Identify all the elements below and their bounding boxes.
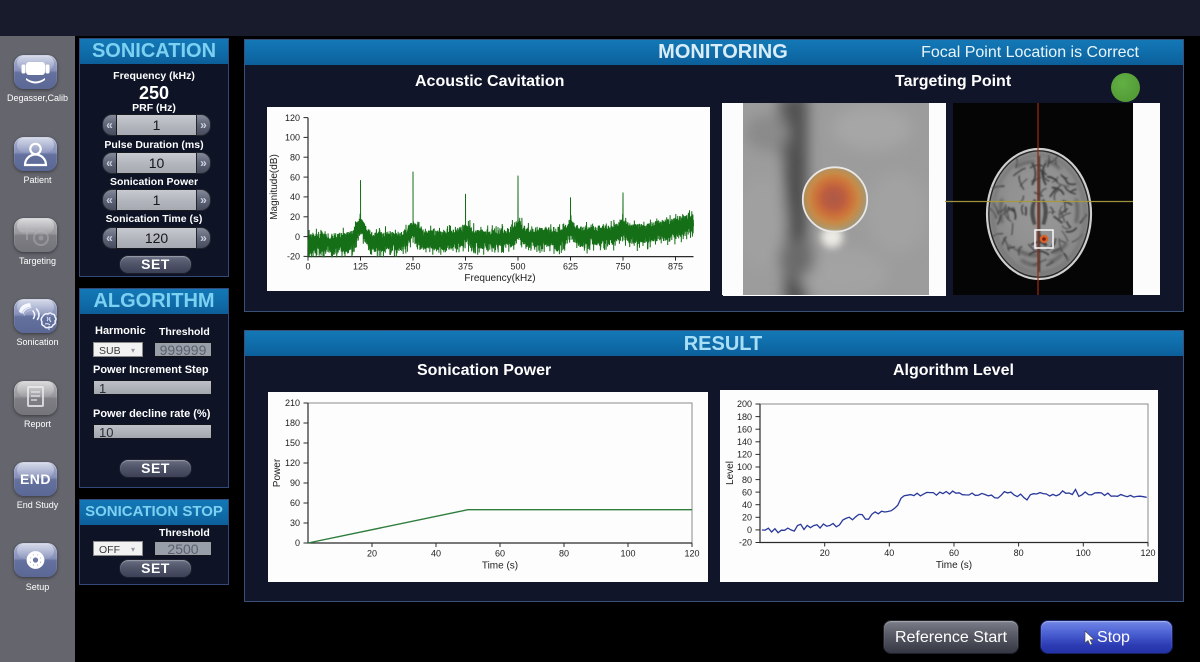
- svg-text:40: 40: [742, 500, 752, 510]
- svg-text:30: 30: [290, 518, 300, 528]
- svg-text:40: 40: [884, 548, 894, 558]
- svg-text:120: 120: [285, 458, 300, 468]
- svg-text:250: 250: [405, 262, 420, 272]
- svg-text:Time (s): Time (s): [936, 560, 972, 571]
- svg-text:200: 200: [737, 399, 752, 409]
- svg-text:90: 90: [290, 478, 300, 488]
- svg-text:160: 160: [737, 424, 752, 434]
- svg-text:0: 0: [305, 262, 310, 272]
- svg-text:Power: Power: [272, 458, 283, 487]
- svg-text:120: 120: [1140, 548, 1155, 558]
- svg-text:20: 20: [290, 212, 300, 222]
- svg-text:40: 40: [290, 192, 300, 202]
- svg-text:140: 140: [737, 437, 752, 447]
- svg-text:0: 0: [295, 538, 300, 548]
- svg-text:750: 750: [615, 262, 630, 272]
- svg-text:60: 60: [495, 549, 505, 559]
- svg-text:180: 180: [285, 418, 300, 428]
- svg-text:20: 20: [742, 513, 752, 523]
- svg-text:100: 100: [620, 549, 635, 559]
- svg-text:Magnitude(dB): Magnitude(dB): [269, 154, 280, 220]
- svg-text:100: 100: [1076, 548, 1091, 558]
- svg-text:60: 60: [290, 172, 300, 182]
- svg-text:210: 210: [285, 398, 300, 408]
- svg-text:80: 80: [290, 152, 300, 162]
- svg-text:60: 60: [290, 498, 300, 508]
- svg-text:20: 20: [367, 549, 377, 559]
- svg-text:100: 100: [737, 462, 752, 472]
- svg-text:Time (s): Time (s): [482, 561, 518, 572]
- svg-text:Level: Level: [725, 461, 736, 485]
- svg-text:Frequency(kHz): Frequency(kHz): [464, 273, 535, 284]
- svg-text:0: 0: [295, 232, 300, 242]
- svg-text:150: 150: [285, 438, 300, 448]
- svg-text:375: 375: [458, 262, 473, 272]
- svg-text:-20: -20: [739, 538, 752, 548]
- svg-text:60: 60: [949, 548, 959, 558]
- svg-text:20: 20: [820, 548, 830, 558]
- svg-text:500: 500: [510, 262, 525, 272]
- svg-text:40: 40: [431, 549, 441, 559]
- svg-text:120: 120: [684, 549, 699, 559]
- svg-text:120: 120: [737, 450, 752, 460]
- svg-text:875: 875: [668, 262, 683, 272]
- svg-text:80: 80: [559, 549, 569, 559]
- svg-text:80: 80: [1014, 548, 1024, 558]
- svg-text:120: 120: [285, 113, 300, 123]
- svg-text:125: 125: [353, 262, 368, 272]
- svg-text:60: 60: [742, 487, 752, 497]
- svg-text:0: 0: [747, 525, 752, 535]
- svg-text:625: 625: [563, 262, 578, 272]
- svg-text:80: 80: [742, 475, 752, 485]
- svg-text:100: 100: [285, 133, 300, 143]
- svg-text:-20: -20: [287, 252, 300, 262]
- svg-text:180: 180: [737, 412, 752, 422]
